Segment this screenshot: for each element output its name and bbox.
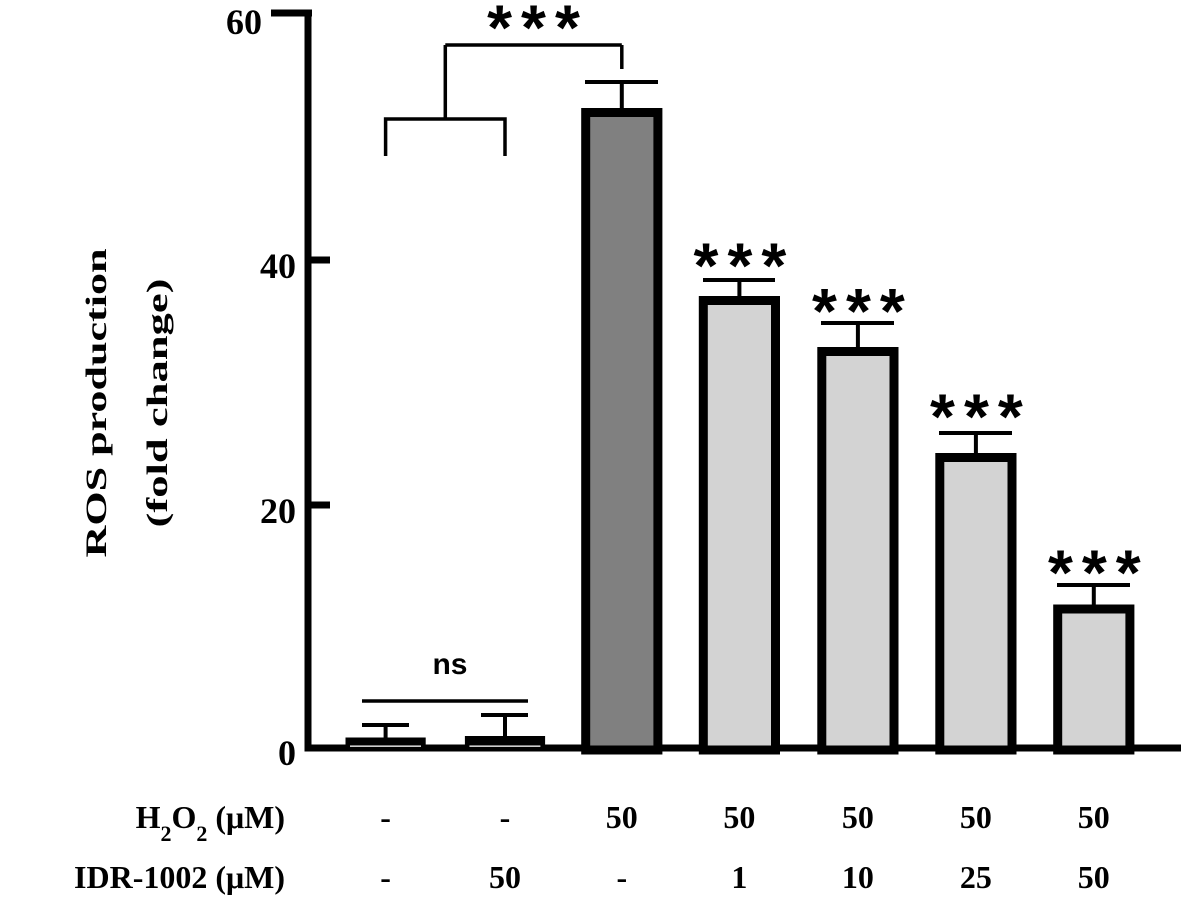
svg-text:0: 0 [278,733,296,773]
svg-text:60: 60 [226,2,262,42]
svg-text:-: - [500,799,511,835]
svg-text:-: - [380,799,391,835]
svg-text:(fold change): (fold change) [141,279,174,528]
svg-text:50: 50 [489,859,521,895]
svg-text:50: 50 [606,799,638,835]
svg-text:-: - [380,859,391,895]
svg-text:***: *** [487,0,589,64]
svg-text:***: *** [1048,536,1150,608]
svg-text:ROS production: ROS production [80,248,113,557]
svg-text:50: 50 [960,799,992,835]
svg-text:10: 10 [842,859,874,895]
svg-text:***: *** [812,275,914,347]
svg-text:50: 50 [1078,859,1110,895]
svg-text:50: 50 [723,799,755,835]
svg-text:50: 50 [842,799,874,835]
svg-text:50: 50 [1078,799,1110,835]
svg-text:-: - [616,859,627,895]
svg-text:***: *** [930,380,1032,452]
svg-text:***: *** [694,230,796,302]
svg-text:ns: ns [432,648,467,681]
svg-text:25: 25 [960,859,992,895]
svg-text:1: 1 [731,859,747,895]
svg-text:40: 40 [260,246,296,286]
svg-text:20: 20 [260,491,296,531]
svg-text:IDR-1002 (μM): IDR-1002 (μM) [74,859,285,895]
